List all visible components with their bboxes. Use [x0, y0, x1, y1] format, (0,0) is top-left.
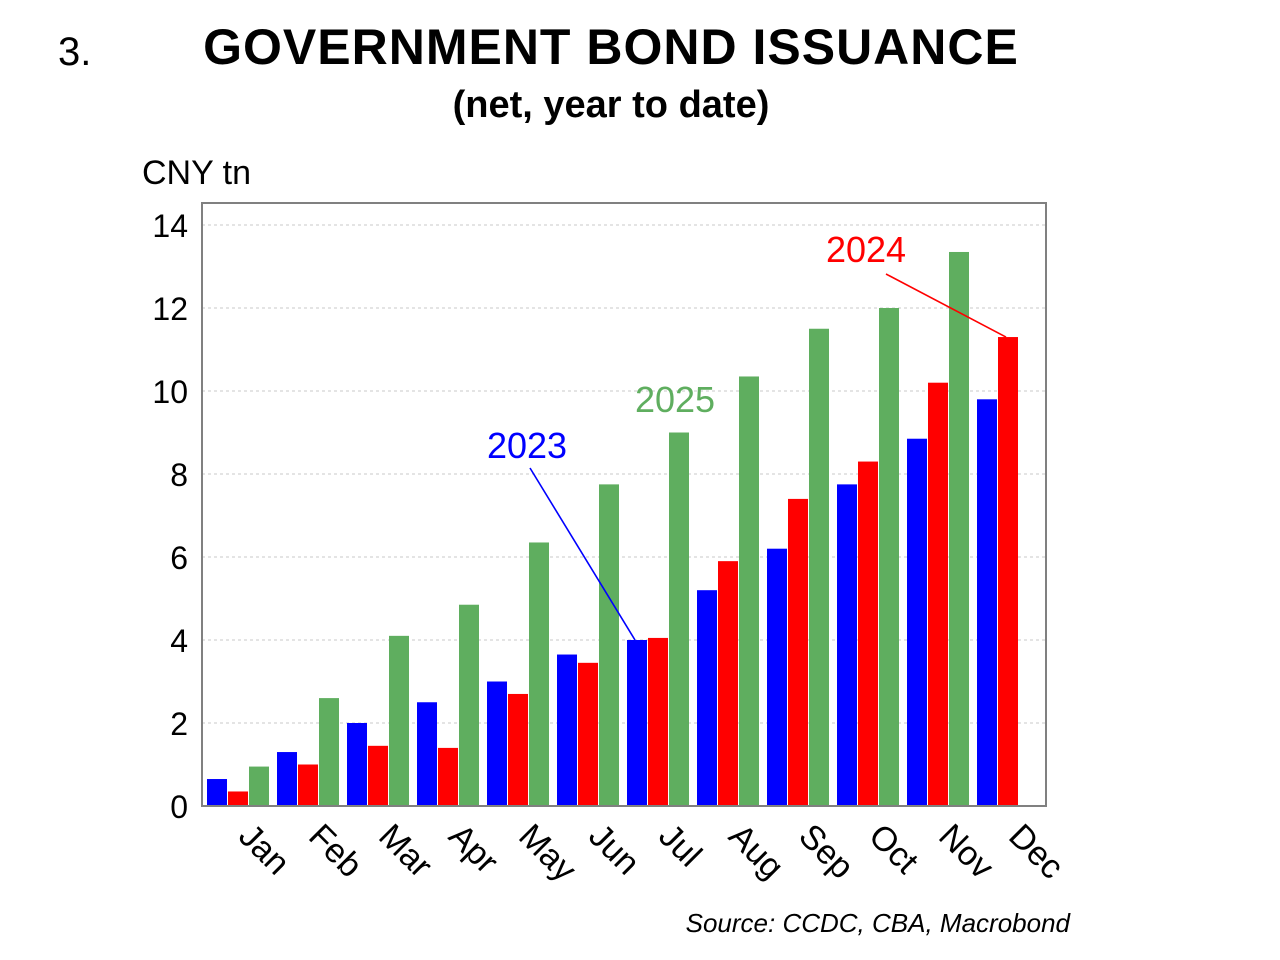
bar-2025-oct	[879, 308, 899, 806]
y-axis-unit-label: CNY tn	[142, 154, 251, 192]
bar-2023-jan	[207, 779, 227, 806]
x-tick-label: Apr	[441, 817, 505, 881]
bar-2023-mar	[347, 723, 367, 806]
y-tick-label: 0	[170, 789, 188, 825]
chart-subtitle: (net, year to date)	[452, 84, 770, 126]
x-tick-label: Sep	[791, 817, 861, 887]
y-tick-label: 6	[170, 540, 188, 576]
x-tick-label: May	[511, 817, 583, 889]
x-tick-label: Aug	[721, 817, 791, 887]
annotations: 2023 2025 2024	[487, 229, 1007, 641]
bar-2024-jan	[228, 791, 248, 806]
bar-2024-dec	[998, 337, 1018, 806]
gridlines	[202, 224, 1046, 724]
bar-2025-jan	[249, 766, 269, 806]
bar-2025-may	[529, 542, 549, 806]
bar-2025-aug	[739, 376, 759, 806]
y-tick-label: 8	[170, 457, 188, 493]
y-tick-label: 2	[170, 706, 188, 742]
bar-2023-dec	[977, 399, 997, 806]
bar-2024-feb	[298, 764, 318, 806]
bar-2024-jul	[648, 637, 668, 806]
bar-2025-nov	[949, 251, 969, 807]
annotation-line-2023	[529, 467, 636, 641]
y-tick-label: 12	[152, 291, 188, 327]
bar-2025-jun	[599, 484, 619, 806]
y-tick-label: 10	[152, 374, 188, 410]
annotation-label-2023: 2023	[487, 425, 567, 466]
annotation-line-2024	[885, 273, 1007, 338]
bar-2025-sep	[809, 328, 829, 806]
bar-2023-aug	[697, 590, 717, 806]
y-tick-label: 14	[152, 208, 188, 244]
bar-2023-nov	[907, 438, 927, 806]
x-tick-label: Nov	[931, 817, 1001, 887]
bar-2024-nov	[928, 382, 948, 806]
annotation-label-2025: 2025	[635, 379, 715, 420]
bar-2023-apr	[417, 702, 437, 806]
bar-2024-jun	[578, 662, 598, 806]
annotation-label-2024: 2024	[826, 229, 906, 270]
bars	[207, 251, 1018, 807]
bar-2024-apr	[438, 747, 458, 806]
bar-2025-mar	[389, 635, 409, 806]
bar-2023-feb	[277, 752, 297, 806]
bar-2024-oct	[858, 461, 878, 806]
bar-2025-jul	[669, 432, 689, 806]
y-tick-label: 4	[170, 623, 188, 659]
bar-2024-sep	[788, 498, 808, 806]
source-note: Source: CCDC, CBA, Macrobond	[685, 908, 1070, 938]
x-tick-label: Oct	[861, 817, 926, 882]
chart-number: 3.	[58, 30, 92, 74]
bar-2024-may	[508, 693, 528, 806]
x-tick-label: Jun	[581, 817, 647, 883]
x-tick-label: Feb	[301, 817, 369, 885]
bar-2023-may	[487, 681, 507, 806]
bar-2023-oct	[837, 484, 857, 806]
bar-2024-mar	[368, 745, 388, 806]
bar-2025-feb	[319, 698, 339, 806]
x-tick-label: Mar	[371, 817, 439, 885]
bar-2023-sep	[767, 548, 787, 806]
x-tick-label: Jan	[231, 817, 297, 883]
bar-2025-apr	[459, 604, 479, 806]
y-axis: 0 2 4 6 8 10 12 14	[152, 208, 188, 825]
plot-frame	[201, 202, 1047, 807]
x-tick-label: Jul	[651, 817, 709, 875]
bar-2024-aug	[718, 561, 738, 806]
bar-2023-jun	[557, 654, 577, 806]
x-tick-label: Dec	[1001, 817, 1071, 887]
chart-title: GOVERNMENT BOND ISSUANCE	[203, 19, 1019, 75]
bar-2023-jul	[627, 640, 647, 806]
